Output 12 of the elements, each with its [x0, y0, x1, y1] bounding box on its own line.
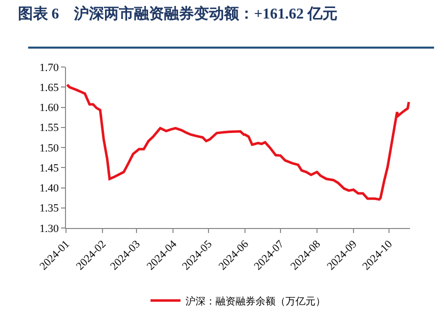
y-tick-label: 1.45: [40, 162, 60, 174]
y-tick-label: 1.40: [40, 182, 60, 195]
chart-title: 图表 6 沪深两市融资融券变动额：+161.62 亿元: [18, 4, 338, 23]
y-tick-label: 1.60: [40, 102, 60, 114]
y-tick-label: 1.65: [40, 82, 60, 94]
y-tick-label: 1.50: [40, 142, 60, 154]
y-tick-label: 1.55: [40, 122, 60, 134]
legend-label: 沪深：融资融券余额（万亿元）: [186, 295, 326, 308]
line-series: [66, 83, 410, 201]
y-tick-label: 1.70: [40, 62, 60, 74]
y-tick-label: 1.35: [40, 202, 60, 215]
y-tick-label: 1.30: [40, 222, 60, 235]
